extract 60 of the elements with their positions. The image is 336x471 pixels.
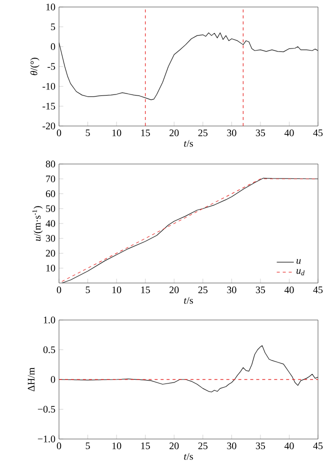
x-tick-label: 10 (112, 286, 122, 294)
x-tick-label: 15 (141, 442, 150, 450)
y-tick-label: 1.0 (44, 316, 56, 324)
x-tick-label: 0 (56, 130, 62, 136)
y-tick-label: 5 (51, 24, 56, 30)
x-tick-label: 20 (170, 286, 179, 294)
y-tick-label: −1.0 (38, 436, 56, 442)
y-tick-label: 40 (46, 220, 56, 227)
y-tick-label: 0 (50, 376, 56, 383)
y-tick-label: 70 (46, 176, 56, 182)
x-tick-label: 35 (256, 130, 266, 136)
y-tick-label: 50 (46, 205, 56, 212)
x-axis-title: t/s (184, 140, 193, 147)
y-tick-label: -10 (42, 82, 56, 90)
y-tick-label: 10 (46, 4, 56, 10)
x-tick-label: 5 (86, 442, 90, 450)
y-tick-label: 0.5 (43, 346, 56, 354)
x-axis-title: t/s (184, 453, 193, 460)
y-tick-label: 30 (46, 235, 56, 242)
y-tick-label: 60 (46, 190, 56, 198)
line-series (59, 345, 318, 392)
line-series (59, 32, 318, 100)
y-axis-title: u/(m·s$^{-1}$) (32, 206, 43, 241)
y-tick-label: −0.5 (38, 406, 56, 413)
x-tick-label: 25 (198, 286, 208, 294)
x-tick-label: 30 (227, 130, 236, 136)
x-tick-label: 10 (112, 442, 122, 450)
x-tick-label: 10 (112, 130, 122, 136)
x-tick-label: 0 (56, 286, 62, 294)
y-tick-label: 10 (46, 264, 56, 272)
y-axis-title: θ/(°) (30, 58, 40, 76)
y-tick-label: -20 (42, 122, 56, 130)
x-tick-label: 5 (86, 130, 90, 136)
legend-label: u (296, 259, 301, 264)
x-tick-label: 25 (198, 442, 208, 450)
y-tick-label: 0 (50, 43, 56, 50)
x-tick-label: 35 (256, 442, 266, 450)
x-tick-label: 45 (313, 130, 323, 136)
x-tick-label: 40 (284, 442, 294, 450)
x-tick-label: 15 (141, 130, 150, 136)
x-tick-label: 20 (170, 442, 179, 450)
y-tick-label: -15 (42, 102, 56, 110)
x-tick-label: 30 (227, 286, 236, 294)
legend-label: u$_{d}$ (296, 269, 305, 276)
x-tick-label: 35 (256, 286, 266, 294)
x-tick-label: 0 (56, 442, 62, 450)
x-tick-label: 40 (284, 286, 294, 294)
x-tick-label: 5 (86, 286, 90, 294)
x-tick-label: 45 (313, 286, 323, 294)
x-axis-title: t/s (184, 297, 193, 304)
x-tick-label: 30 (227, 442, 236, 450)
x-tick-label: 25 (198, 130, 208, 136)
x-tick-label: 45 (313, 442, 323, 450)
y-tick-label: -5 (48, 63, 56, 70)
x-tick-label: 15 (141, 286, 150, 294)
y-axis-title: ΔH/m (28, 368, 35, 392)
x-tick-label: 20 (170, 130, 179, 136)
y-tick-label: 80 (46, 160, 56, 168)
x-tick-label: 40 (284, 130, 294, 136)
y-tick-label: 20 (46, 250, 56, 257)
